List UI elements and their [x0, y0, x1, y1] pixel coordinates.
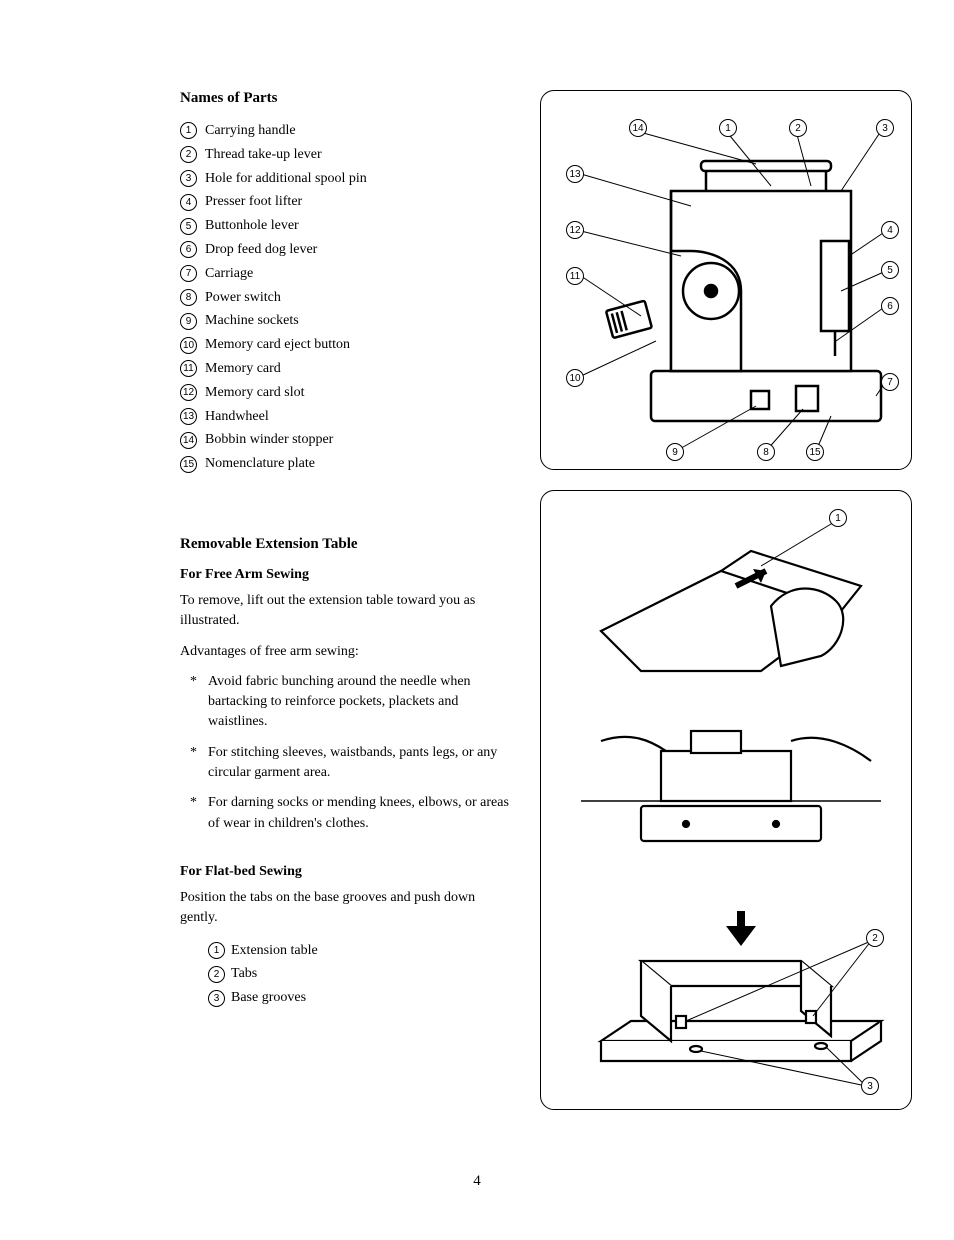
number-badge: 3 — [208, 990, 225, 1007]
callout-14: 14 — [629, 119, 647, 137]
list-item: For stitching sleeves, waistbands, pants… — [208, 743, 510, 784]
callout-15: 15 — [806, 443, 824, 461]
number-badge: 2 — [208, 966, 225, 983]
number-badge: 9 — [180, 313, 197, 330]
number-badge: 10 — [180, 337, 197, 354]
advantages-list: Avoid fabric bunching around the needle … — [180, 672, 510, 834]
number-badge: 14 — [180, 432, 197, 449]
part-label: Drop feed dog lever — [205, 238, 317, 262]
list-item: 13 Handwheel — [180, 405, 510, 429]
list-item: 3 Hole for additional spool pin — [180, 167, 510, 191]
number-badge: 5 — [180, 218, 197, 235]
number-badge: 13 — [180, 408, 197, 425]
part-label: Memory card — [205, 357, 281, 381]
flatbed-list: 1 Extension table 2 Tabs 3 Base grooves — [180, 939, 510, 1010]
part-label: Presser foot lifter — [205, 190, 302, 214]
number-badge: 1 — [180, 122, 197, 139]
machine-illustration — [541, 91, 911, 471]
number-badge: 8 — [180, 289, 197, 306]
number-badge: 4 — [180, 194, 197, 211]
callout-1b: 1 — [829, 509, 847, 527]
page-number: 4 — [0, 1173, 954, 1190]
callout-11: 11 — [566, 267, 584, 285]
number-badge: 6 — [180, 241, 197, 258]
number-badge: 2 — [180, 146, 197, 163]
callout-3: 3 — [876, 119, 894, 137]
part-label: Extension table — [231, 939, 318, 963]
callout-5: 5 — [881, 261, 899, 279]
part-label: Nomenclature plate — [205, 452, 315, 476]
part-label: Tabs — [231, 962, 257, 986]
callout-13: 13 — [566, 165, 584, 183]
part-label: Carriage — [205, 262, 253, 286]
list-item: 6 Drop feed dog lever — [180, 238, 510, 262]
manual-page: Names of Parts 1 Carrying handle 2 Thread … — [0, 0, 954, 1160]
part-label: Machine sockets — [205, 309, 299, 333]
part-label: Handwheel — [205, 405, 269, 429]
number-badge: 7 — [180, 265, 197, 282]
part-label: Memory card eject button — [205, 333, 350, 357]
part-label: Power switch — [205, 286, 281, 310]
left-column: Names of Parts 1 Carrying handle 2 Thread … — [180, 90, 510, 1110]
callout-7: 7 — [881, 373, 899, 391]
part-label: Memory card slot — [205, 381, 305, 405]
number-badge: 3 — [180, 170, 197, 187]
part-label: Hole for additional spool pin — [205, 167, 367, 191]
callout-1: 1 — [719, 119, 737, 137]
body-text: Position the tabs on the base grooves an… — [180, 888, 510, 929]
list-item: 4 Presser foot lifter — [180, 190, 510, 214]
list-item: 2 Tabs — [208, 962, 510, 986]
callout-8: 8 — [757, 443, 775, 461]
callout-4: 4 — [881, 221, 899, 239]
number-badge: 12 — [180, 384, 197, 401]
list-item: 15 Nomenclature plate — [180, 452, 510, 476]
subtitle-flatbed: For Flat-bed Sewing — [180, 864, 510, 880]
list-item: 3 Base grooves — [208, 986, 510, 1010]
list-item: 9 Machine sockets — [180, 309, 510, 333]
callout-12: 12 — [566, 221, 584, 239]
part-label: Buttonhole lever — [205, 214, 299, 238]
list-item: 12 Memory card slot — [180, 381, 510, 405]
section-title-parts: Names of Parts — [180, 90, 510, 107]
callout-10: 10 — [566, 369, 584, 387]
list-item: 14 Bobbin winder stopper — [180, 428, 510, 452]
number-badge: 11 — [180, 360, 197, 377]
section-title-extension: Removable Extension Table — [180, 536, 510, 553]
figure-extension-table: 1 2 3 — [540, 490, 912, 1110]
parts-list: 1 Carrying handle 2 Thread take-up lever 3… — [180, 119, 510, 476]
part-label: Base grooves — [231, 986, 306, 1010]
figure-parts-diagram: 14 1 2 3 4 5 6 7 15 8 9 10 11 12 13 — [540, 90, 912, 470]
part-label: Thread take-up lever — [205, 143, 322, 167]
callout-9: 9 — [666, 443, 684, 461]
part-label: Bobbin winder stopper — [205, 428, 333, 452]
list-item: 5 Buttonhole lever — [180, 214, 510, 238]
callout-2: 2 — [789, 119, 807, 137]
list-item: 1 Extension table — [208, 939, 510, 963]
list-item: 11 Memory card — [180, 357, 510, 381]
list-item: For darning socks or mending knees, elbo… — [208, 793, 510, 834]
list-item: 7 Carriage — [180, 262, 510, 286]
body-text: To remove, lift out the extension table … — [180, 591, 510, 632]
list-item: 2 Thread take-up lever — [180, 143, 510, 167]
subtitle-freearm: For Free Arm Sewing — [180, 567, 510, 583]
list-item: 1 Carrying handle — [180, 119, 510, 143]
list-item: 8 Power switch — [180, 286, 510, 310]
part-label: Carrying handle — [205, 119, 296, 143]
list-item: 10 Memory card eject button — [180, 333, 510, 357]
number-badge: 1 — [208, 942, 225, 959]
extension-illustration — [541, 491, 911, 1111]
number-badge: 15 — [180, 456, 197, 473]
right-column: 14 1 2 3 4 5 6 7 15 8 9 10 11 12 13 — [540, 90, 912, 1110]
callout-3b: 3 — [861, 1077, 879, 1095]
callout-2b: 2 — [866, 929, 884, 947]
callout-6: 6 — [881, 297, 899, 315]
body-text: Advantages of free arm sewing: — [180, 642, 510, 662]
list-item: Avoid fabric bunching around the needle … — [208, 672, 510, 733]
